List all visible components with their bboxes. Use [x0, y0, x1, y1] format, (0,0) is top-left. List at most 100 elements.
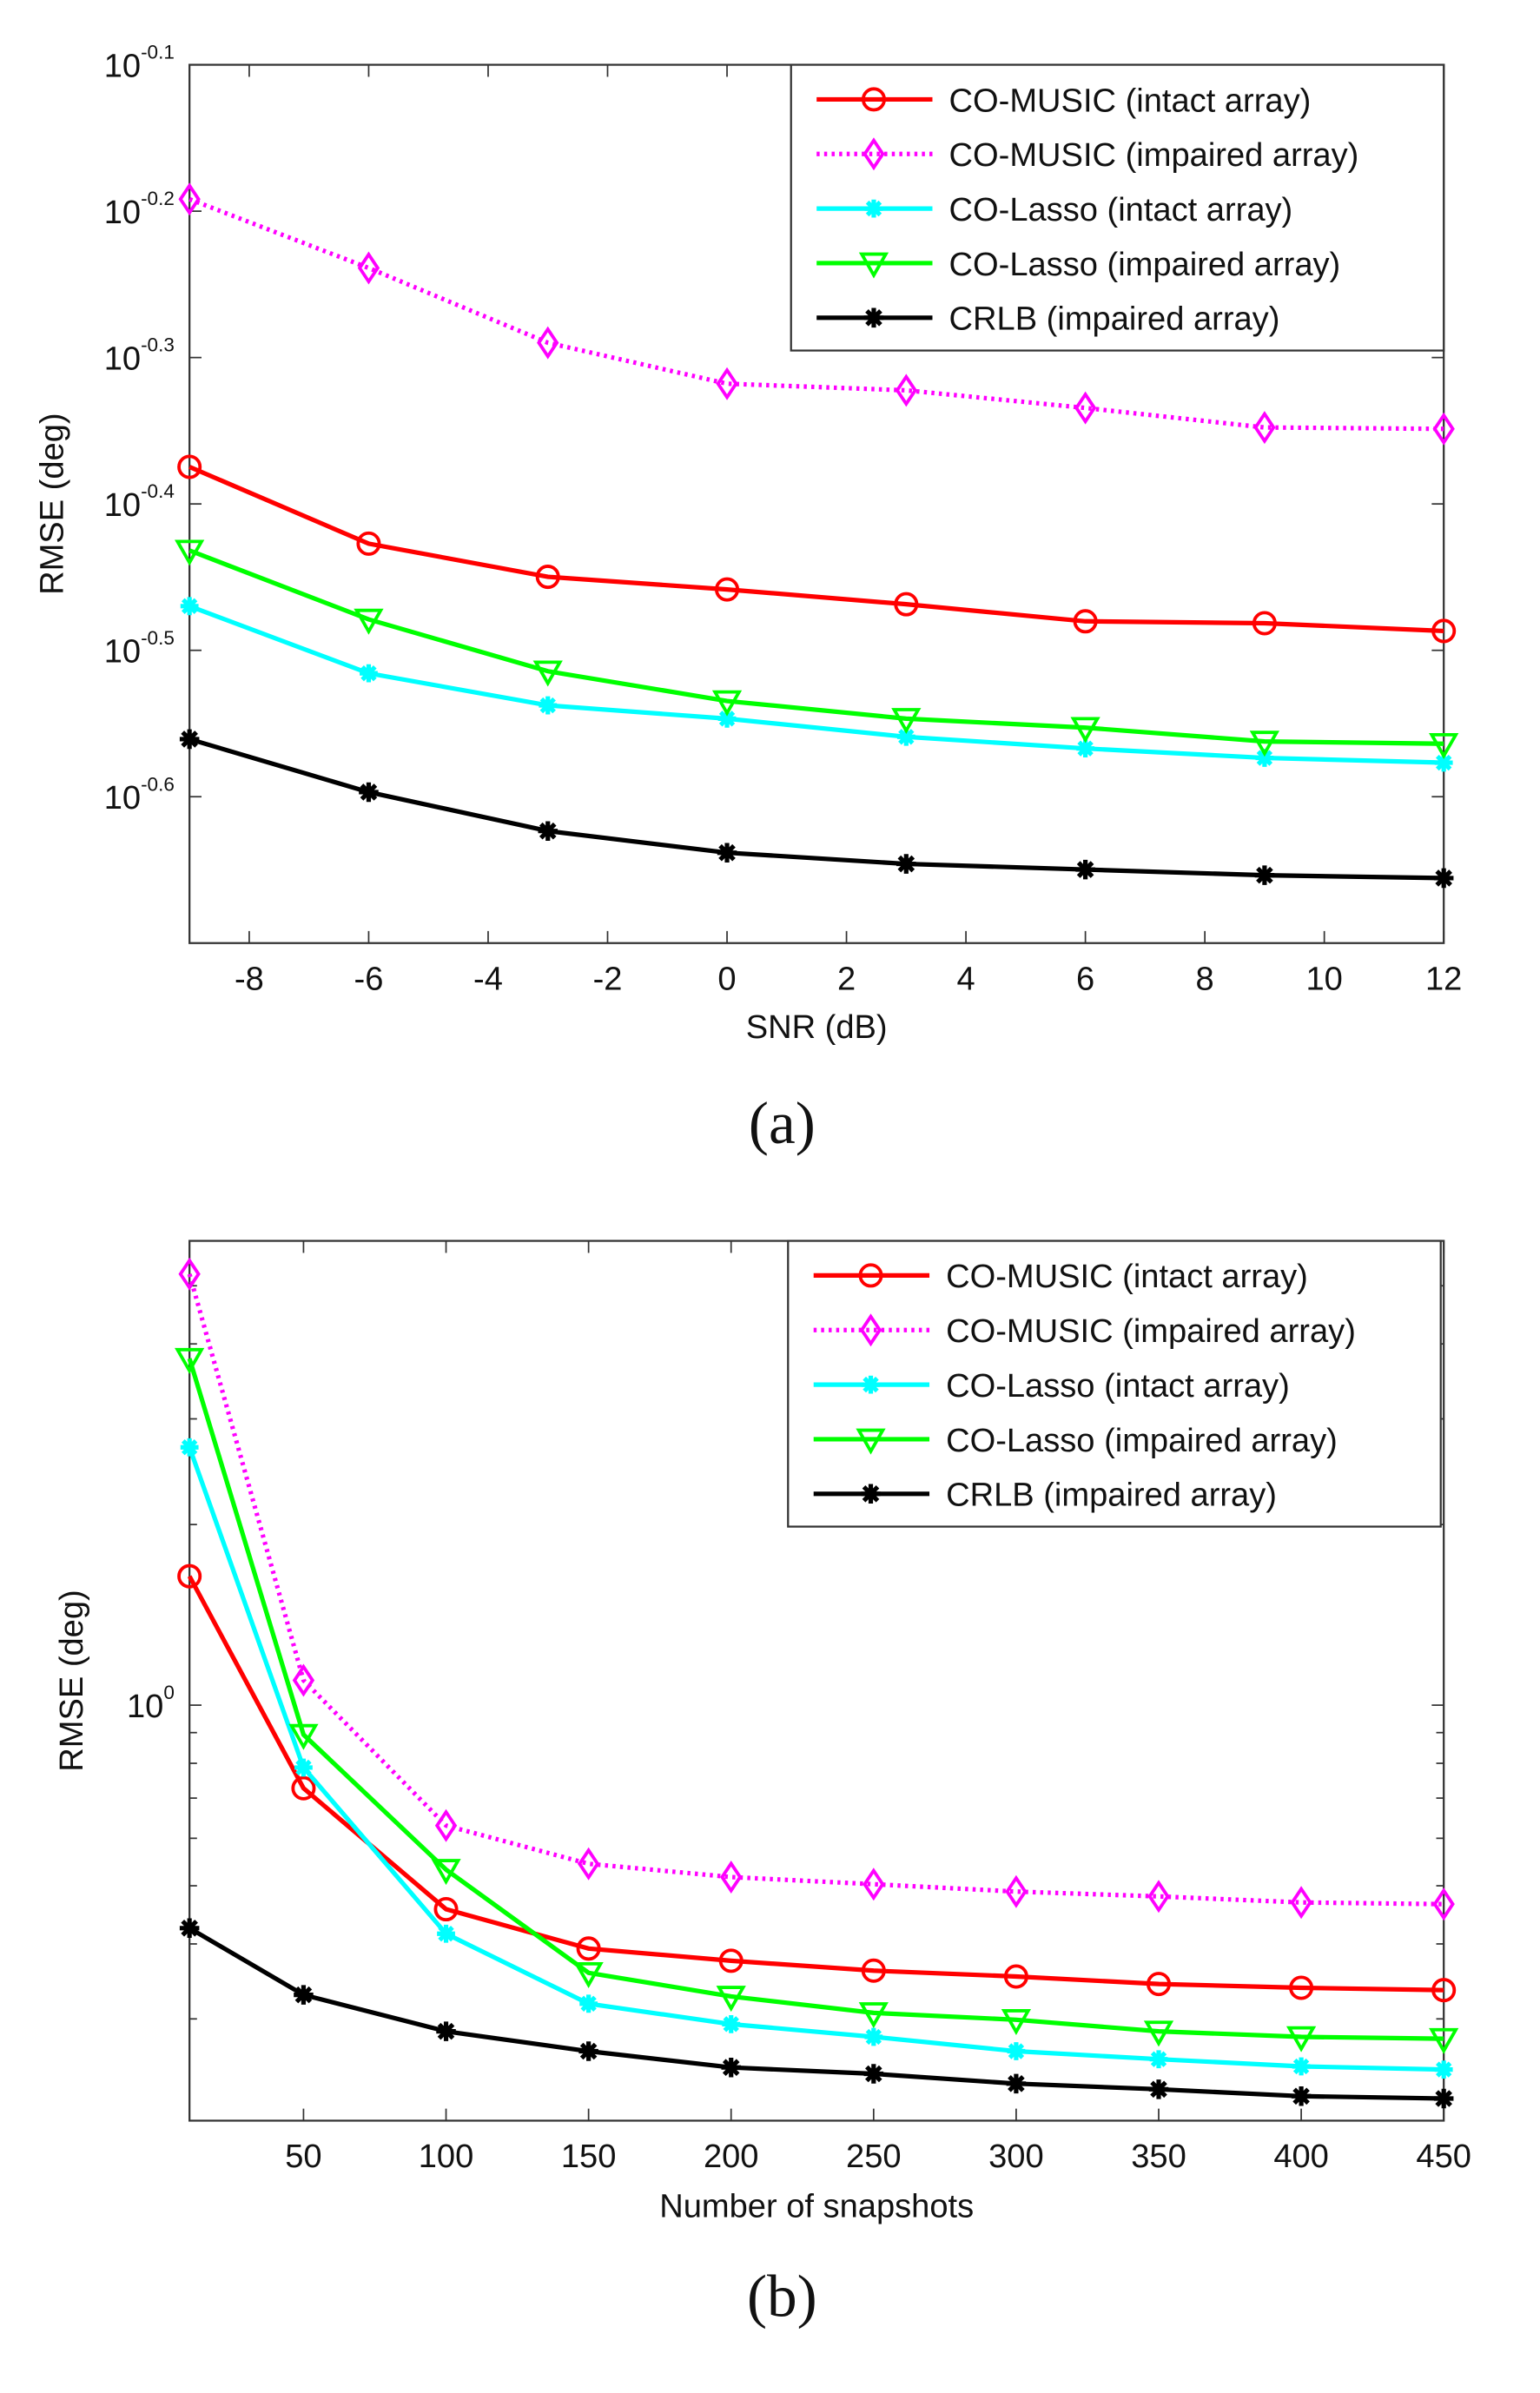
data-point-star [1434, 753, 1453, 772]
legend-marker-star [864, 199, 883, 218]
data-point-star [717, 709, 737, 728]
legend: CO-MUSIC (intact array) CO-MUSIC (impaire… [790, 63, 1445, 352]
data-point-asterisk [1148, 2079, 1169, 2099]
data-point-asterisk [1433, 2088, 1454, 2109]
legend-label: CO-MUSIC (impaired array) [949, 137, 1359, 174]
series-line [188, 604, 1444, 765]
legend-label: CRLB (impaired array) [949, 301, 1280, 338]
x-tick-label: 350 [1131, 2138, 1186, 2175]
data-point-triangle-down [532, 660, 563, 687]
legend-marker-asterisk [861, 1484, 881, 1504]
data-point-circle [1252, 611, 1277, 636]
data-point-diamond [537, 326, 559, 360]
data-point-asterisk [538, 821, 558, 841]
y-axis-label: RMSE (deg) [54, 1590, 90, 1771]
data-point-triangle-down [716, 1986, 746, 2013]
data-point-star [864, 2027, 883, 2046]
data-point-diamond [1290, 1886, 1312, 1920]
x-tick-label: 50 [285, 2138, 321, 2175]
data-point-triangle-down [711, 690, 743, 717]
series-line [188, 737, 1444, 881]
x-tick-label: 200 [704, 2138, 759, 2175]
data-point-star [180, 1438, 199, 1457]
data-point-asterisk [359, 782, 379, 803]
data-point-asterisk [1291, 2086, 1312, 2106]
x-tick-label: -2 [593, 961, 623, 997]
legend-entry: CO-Lasso (intact array) [816, 192, 1292, 228]
y-tick-label: 10-0.6 [104, 773, 175, 816]
legend-marker-star [862, 1375, 880, 1394]
caption: (a) [749, 1089, 816, 1156]
data-point-diamond [1253, 411, 1276, 445]
x-tick-label: 2 [837, 961, 856, 997]
data-point-diamond [720, 1861, 743, 1894]
data-point-asterisk [578, 2041, 598, 2061]
legend-entry: CRLB (impaired array) [816, 301, 1279, 338]
data-point-asterisk [1075, 859, 1095, 880]
legend-entry: CO-MUSIC (impaired array) [816, 137, 1358, 174]
y-axis-label: RMSE (deg) [35, 413, 71, 595]
data-point-star [539, 696, 558, 715]
legend-label: CRLB (impaired array) [946, 1477, 1277, 1514]
series-line [188, 1926, 1444, 2101]
series-crlb-impaired [179, 1918, 1454, 2109]
data-point-circle [291, 1775, 316, 1801]
legend-entry: CRLB (impaired array) [813, 1477, 1277, 1514]
legend-label: CO-Lasso (impaired array) [946, 1423, 1338, 1459]
legend-marker-triangle-down [856, 1428, 886, 1455]
data-point-asterisk [436, 2021, 456, 2041]
data-point-star [722, 2014, 741, 2033]
legend-label: CO-MUSIC (intact array) [949, 83, 1312, 119]
series-line [188, 548, 1444, 746]
data-point-triangle-down [1249, 730, 1280, 757]
series-line [187, 1273, 1444, 1907]
legend-label: CO-Lasso (impaired array) [949, 247, 1341, 283]
series-co-music-intact [177, 454, 1457, 644]
chart-b-snapshots: 50 100 150 200 250 300 350 400 450 100 Number of s… [54, 1239, 1471, 2330]
y-tick-label: 10-0.5 [104, 627, 175, 671]
data-point-diamond [1432, 412, 1455, 446]
series-line [188, 465, 1444, 634]
data-point-circle [1431, 1978, 1457, 2003]
x-tick-label: 0 [717, 961, 736, 997]
data-point-asterisk [1254, 865, 1275, 885]
data-point-circle [861, 1958, 886, 1983]
data-point-asterisk [896, 854, 916, 874]
x-tick-label: 10 [1305, 961, 1342, 997]
data-point-circle [1289, 1975, 1314, 2000]
data-point-triangle-down [1070, 717, 1100, 744]
data-point-star [579, 1994, 598, 2013]
x-tick-label: 100 [419, 2138, 474, 2175]
series-co-lasso-impaired [175, 539, 1459, 759]
data-point-triangle-down [891, 708, 922, 735]
data-point-circle [356, 531, 381, 556]
series-line [187, 1446, 1444, 2072]
data-point-triangle-down [1429, 2027, 1459, 2054]
data-point-triangle-down [1143, 2020, 1174, 2047]
y-tick-label: 10-0.1 [104, 42, 175, 85]
data-point-star [294, 1758, 313, 1777]
y-tick-label: 10-0.3 [104, 334, 175, 378]
data-point-diamond [577, 1847, 600, 1881]
legend-entry: CO-MUSIC (impaired array) [813, 1313, 1356, 1350]
data-point-asterisk [179, 1918, 200, 1939]
x-tick-label: 300 [988, 2138, 1044, 2175]
data-point-diamond [1005, 1874, 1028, 1908]
data-point-star [1007, 2042, 1026, 2060]
legend-entry: CO-Lasso (intact array) [813, 1368, 1290, 1405]
data-point-triangle-down [175, 1347, 205, 1374]
chart-a-snr: -8 -6 -4 -2 0 2 4 6 8 10 12 10-0.1 10-0.2 10-0.3 10-0.… [35, 42, 1463, 1156]
data-point-star [360, 664, 378, 683]
series-co-lasso-impaired [175, 1347, 1459, 2054]
legend-label: CO-Lasso (intact array) [946, 1368, 1290, 1405]
x-tick-label: 8 [1196, 961, 1214, 997]
x-tick-label: -4 [473, 961, 503, 997]
data-point-diamond [178, 1257, 201, 1291]
data-point-asterisk [1006, 2073, 1027, 2094]
series-co-music-impaired [178, 1257, 1455, 1921]
data-point-star [1149, 2050, 1168, 2069]
data-point-star [1076, 739, 1094, 758]
legend-marker-diamond [859, 1313, 882, 1347]
data-point-triangle-down [858, 2002, 889, 2029]
legend-marker-circle [858, 1263, 883, 1288]
